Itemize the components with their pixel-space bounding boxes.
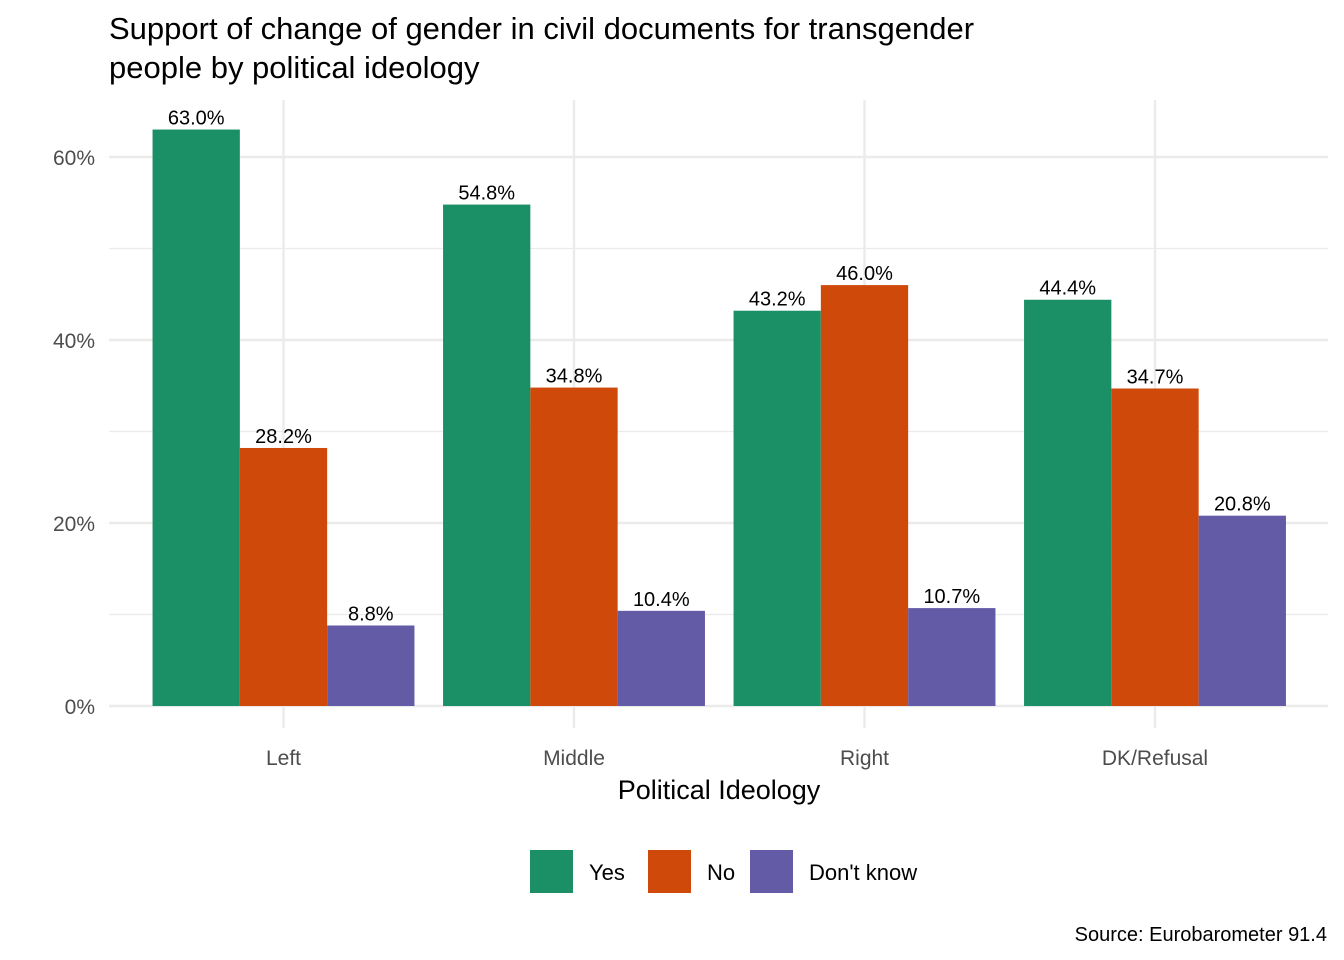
data-label: 10.4% xyxy=(633,589,690,611)
bar xyxy=(443,204,531,706)
bar xyxy=(239,447,328,706)
legend-key xyxy=(648,850,691,893)
data-label: 46.0% xyxy=(836,263,893,285)
legend-key xyxy=(750,850,793,893)
chart-title-line-2: people by political ideology xyxy=(109,50,480,85)
data-label: 63.0% xyxy=(168,108,225,130)
source-caption: Source: Eurobarometer 91.4 xyxy=(1075,924,1327,946)
bar xyxy=(152,129,240,707)
y-axis-ticks: 0% 20% 40% 60% xyxy=(53,147,95,719)
bar xyxy=(327,625,415,706)
data-label: 8.8% xyxy=(348,603,394,625)
data-label: 20.8% xyxy=(1214,494,1271,516)
bar xyxy=(1198,515,1286,706)
y-tick-label: 40% xyxy=(53,330,95,353)
legend-label: Yes xyxy=(589,860,625,885)
bar xyxy=(530,387,618,706)
x-tick-label: Middle xyxy=(543,747,605,770)
x-axis-ticks: Left Middle Right DK/Refusal xyxy=(266,747,1208,770)
legend-label: No xyxy=(707,860,735,885)
bar xyxy=(617,610,705,706)
chart-title-line-1: Support of change of gender in civil doc… xyxy=(109,11,974,46)
bar xyxy=(1024,299,1112,706)
data-label: 10.7% xyxy=(923,586,980,608)
data-label: 44.4% xyxy=(1039,278,1096,300)
y-tick-label: 20% xyxy=(53,513,95,536)
y-tick-label: 0% xyxy=(65,696,95,719)
bars xyxy=(152,129,1286,707)
data-label: 34.8% xyxy=(546,366,603,388)
data-label: 28.2% xyxy=(255,426,312,448)
bar xyxy=(1111,388,1199,706)
bar xyxy=(820,285,909,706)
bar xyxy=(733,310,821,706)
data-label: 34.7% xyxy=(1127,366,1184,388)
data-labels: 63.0% 28.2% 8.8% 54.8% 34.8% 10.4% 43.2% 46.0% 1… xyxy=(168,108,1271,626)
data-label: 54.8% xyxy=(458,183,515,205)
x-tick-label: Left xyxy=(266,747,301,770)
x-axis-title: Political Ideology xyxy=(618,775,821,805)
legend: Yes No Don't know xyxy=(530,850,917,893)
y-tick-label: 60% xyxy=(53,147,95,170)
bar xyxy=(908,608,996,706)
legend-label: Don't know xyxy=(809,860,917,885)
data-label: 43.2% xyxy=(749,289,806,311)
x-tick-label: DK/Refusal xyxy=(1102,747,1208,770)
legend-key xyxy=(530,850,573,893)
x-tick-label: Right xyxy=(840,747,889,770)
